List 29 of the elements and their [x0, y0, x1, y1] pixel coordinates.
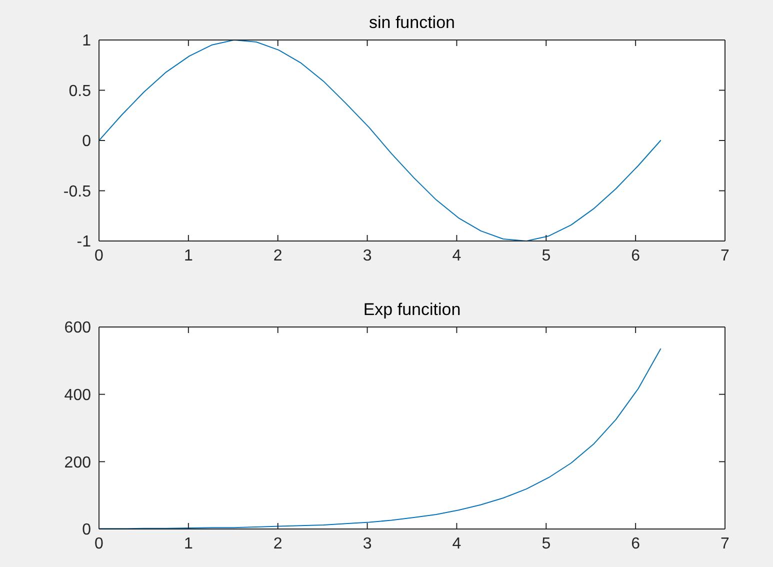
x-tick-label: 0	[94, 535, 104, 552]
y-tick-label: 600	[64, 320, 92, 337]
chart-title: Exp funcition	[362, 299, 462, 321]
x-tick-label: 5	[542, 535, 551, 552]
x-tick-label: 3	[362, 247, 372, 264]
y-tick-label: 400	[64, 387, 92, 404]
y-tick-label: -1	[76, 234, 92, 251]
line-series	[99, 348, 662, 529]
line-series	[99, 40, 662, 241]
x-tick-label: 5	[542, 247, 551, 264]
x-tick-label: 6	[631, 535, 640, 552]
y-tick-label: -0.5	[63, 183, 92, 200]
x-tick-label: 7	[720, 535, 730, 552]
x-tick-label: 1	[184, 535, 193, 552]
x-tick-label: 1	[184, 247, 193, 264]
x-tick-label: 7	[720, 247, 730, 264]
chart-title: sin function	[368, 12, 456, 34]
y-tick-label: 0.5	[68, 82, 92, 100]
y-tick-label: 0	[82, 522, 92, 539]
y-tick-label: 200	[64, 454, 92, 472]
x-tick-label: 0	[94, 247, 104, 264]
y-tick-label: 1	[82, 32, 92, 50]
y-tick-label: 0	[82, 133, 92, 150]
x-tick-label: 3	[362, 535, 372, 552]
x-tick-label: 2	[273, 535, 282, 552]
x-tick-label: 4	[452, 535, 462, 552]
x-tick-label: 2	[273, 247, 282, 264]
x-tick-label: 4	[452, 247, 462, 264]
x-tick-label: 6	[631, 247, 640, 264]
